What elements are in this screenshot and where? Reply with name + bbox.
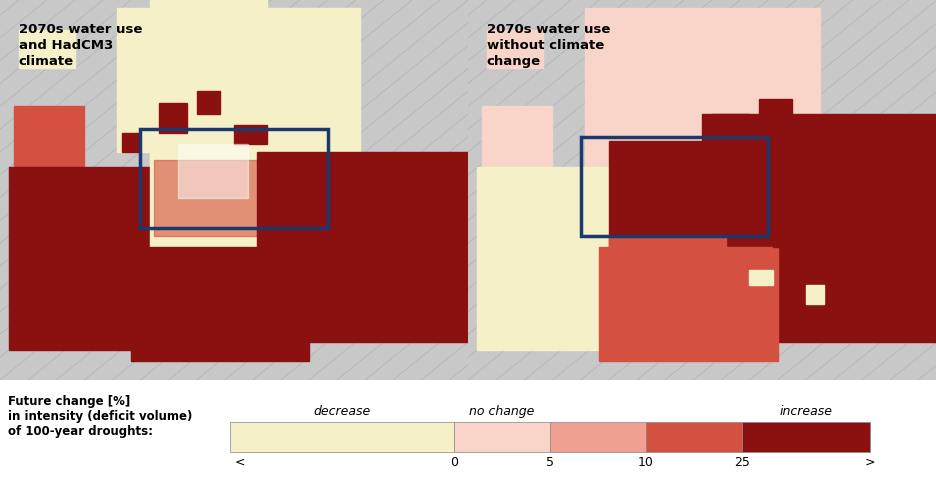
Bar: [725, 197, 763, 220]
Bar: [257, 152, 467, 342]
Bar: [749, 270, 772, 285]
Bar: [758, 99, 791, 122]
Bar: [117, 8, 360, 152]
Bar: [741, 422, 869, 452]
Bar: [234, 125, 267, 145]
Bar: [154, 160, 295, 236]
Bar: [486, 30, 543, 69]
Bar: [805, 285, 824, 304]
Text: decrease: decrease: [313, 405, 371, 418]
Bar: [608, 141, 786, 247]
Text: 0: 0: [449, 456, 458, 469]
Bar: [702, 114, 936, 342]
Bar: [122, 133, 140, 152]
Text: no change: no change: [469, 405, 534, 418]
Text: 2070s water use
and HadCM3
climate: 2070s water use and HadCM3 climate: [19, 23, 142, 68]
Text: 25: 25: [733, 456, 749, 469]
Bar: [150, 0, 267, 171]
Bar: [585, 8, 819, 171]
Bar: [645, 422, 741, 452]
Bar: [19, 30, 75, 69]
Bar: [711, 114, 749, 145]
Bar: [608, 236, 725, 342]
Text: in intensity (deficit volume): in intensity (deficit volume): [8, 410, 192, 423]
Bar: [229, 422, 454, 452]
Bar: [599, 247, 777, 361]
Bar: [14, 106, 84, 190]
Text: 10: 10: [637, 456, 653, 469]
Text: of 100-year droughts:: of 100-year droughts:: [8, 425, 153, 438]
Bar: [772, 217, 819, 247]
Text: 5: 5: [546, 456, 553, 469]
Bar: [159, 102, 187, 133]
Bar: [197, 91, 220, 114]
Bar: [481, 106, 552, 190]
Bar: [796, 145, 838, 171]
Bar: [549, 422, 645, 452]
Bar: [476, 167, 627, 349]
Text: 2070s water use
without climate
change: 2070s water use without climate change: [486, 23, 609, 68]
Text: increase: increase: [779, 405, 831, 418]
Bar: [131, 247, 309, 361]
Text: >: >: [864, 456, 874, 469]
Bar: [178, 145, 248, 197]
Bar: [454, 422, 549, 452]
Bar: [9, 167, 159, 349]
Text: <: <: [235, 456, 245, 469]
Text: Future change [%]: Future change [%]: [8, 395, 130, 408]
Bar: [150, 141, 314, 247]
Bar: [693, 163, 721, 182]
